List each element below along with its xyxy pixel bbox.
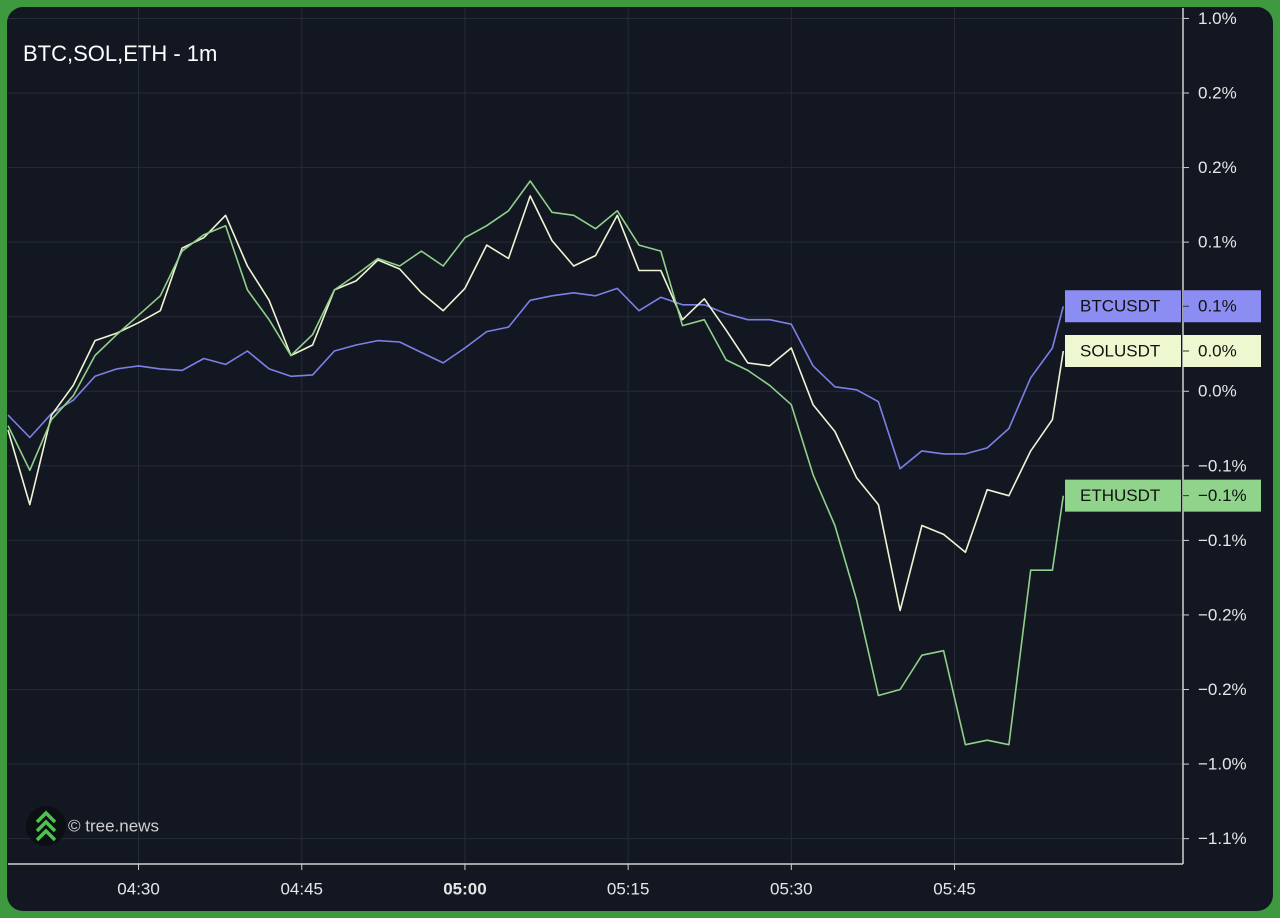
- y-tick-label: −0.1%: [1198, 456, 1247, 475]
- x-tick-label: 05:45: [933, 879, 976, 898]
- y-tick-label: 1.0%: [1198, 9, 1237, 28]
- tags: BTCUSDT 0.1% SOLUSDT 0.0% ETHUSDT −0.1%: [1065, 290, 1261, 512]
- x-tick-label: 05:30: [770, 879, 813, 898]
- watermark-text: © tree.news: [68, 816, 159, 835]
- series-tag: [1065, 479, 1181, 512]
- y-tick-label: −1.0%: [1198, 755, 1247, 774]
- logo: [26, 806, 66, 846]
- series-line: [7, 287, 1065, 470]
- series-value-tag: [1183, 334, 1261, 367]
- y-tick-label: −0.1%: [1198, 531, 1247, 550]
- y-tick-label: 0.1%: [1198, 233, 1237, 252]
- series-tag-name: BTCUSDT: [1080, 297, 1160, 316]
- series-tag-name: SOLUSDT: [1080, 341, 1160, 360]
- series-tag: [1065, 290, 1181, 323]
- y-tick-label: −1.1%: [1198, 829, 1247, 848]
- x-tick-label: 05:15: [607, 879, 650, 898]
- lines: [7, 180, 1065, 746]
- y-tick-label: −0.2%: [1198, 680, 1247, 699]
- y-tick-label: 0.2%: [1198, 83, 1237, 102]
- series-tag-value: 0.0%: [1198, 341, 1237, 360]
- series-tag-value: −0.1%: [1198, 486, 1247, 505]
- y-tick-label: 0.2%: [1198, 158, 1237, 177]
- series-value-tag: [1183, 290, 1261, 323]
- y-tick-label: −0.2%: [1198, 605, 1247, 624]
- grid: [8, 8, 1183, 864]
- logo-mark: [35, 810, 57, 842]
- series-value-tag: [1183, 479, 1261, 512]
- x-tick-label: 04:30: [117, 879, 160, 898]
- series-line: [7, 180, 1065, 746]
- series-tag-name: ETHUSDT: [1080, 486, 1160, 505]
- series-tag-value: 0.1%: [1198, 297, 1237, 316]
- x-tick-label: 04:45: [280, 879, 323, 898]
- watermark: © tree.news: [26, 806, 159, 846]
- panel: [7, 7, 1273, 911]
- x-tick-label: 05:00: [443, 879, 486, 898]
- chart-title: BTC,SOL,ETH - 1m: [23, 41, 217, 66]
- y-tick-label: 0.0%: [1198, 382, 1237, 401]
- series-line: [7, 195, 1065, 612]
- series-tag: [1065, 334, 1181, 367]
